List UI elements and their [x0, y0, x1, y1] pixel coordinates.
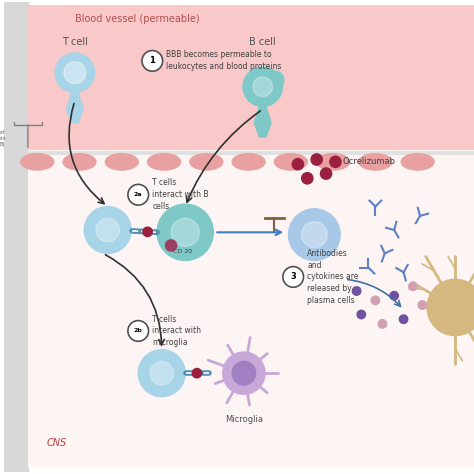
- Circle shape: [128, 320, 148, 341]
- Polygon shape: [66, 92, 83, 123]
- Circle shape: [378, 319, 387, 328]
- Circle shape: [128, 184, 148, 205]
- Ellipse shape: [274, 154, 307, 170]
- Text: Antibodies
and
cytokines are
released by
plasma cells: Antibodies and cytokines are released by…: [307, 249, 359, 305]
- Circle shape: [232, 362, 255, 385]
- Circle shape: [64, 62, 86, 83]
- Bar: [28, 151, 474, 155]
- Ellipse shape: [105, 154, 138, 170]
- Circle shape: [418, 301, 427, 310]
- Circle shape: [390, 292, 398, 300]
- Ellipse shape: [147, 154, 181, 170]
- Circle shape: [138, 350, 185, 397]
- Circle shape: [330, 156, 341, 167]
- Text: 2a: 2a: [134, 192, 143, 197]
- Circle shape: [283, 266, 303, 287]
- Text: 3: 3: [291, 273, 296, 282]
- Circle shape: [143, 227, 152, 237]
- Text: B cell: B cell: [249, 37, 276, 47]
- Circle shape: [427, 279, 474, 336]
- Text: T cell: T cell: [62, 37, 88, 47]
- Circle shape: [352, 287, 361, 295]
- Circle shape: [171, 218, 199, 246]
- Circle shape: [409, 282, 417, 291]
- Circle shape: [55, 53, 94, 92]
- Text: Ocrelizumab: Ocrelizumab: [343, 157, 395, 166]
- Ellipse shape: [21, 154, 54, 170]
- Polygon shape: [254, 107, 271, 137]
- Circle shape: [192, 368, 201, 378]
- Circle shape: [253, 77, 273, 97]
- Ellipse shape: [317, 154, 349, 170]
- Ellipse shape: [63, 154, 96, 170]
- Circle shape: [289, 209, 340, 261]
- Circle shape: [301, 222, 327, 247]
- FancyBboxPatch shape: [28, 150, 474, 467]
- Circle shape: [84, 207, 131, 254]
- Circle shape: [267, 72, 284, 88]
- Circle shape: [223, 352, 265, 394]
- Ellipse shape: [359, 154, 392, 170]
- Circle shape: [357, 310, 365, 319]
- Text: Microglia: Microglia: [225, 415, 263, 424]
- FancyBboxPatch shape: [28, 5, 474, 153]
- Text: T cells
interact with B
cells: T cells interact with B cells: [152, 178, 209, 211]
- Bar: [0, 2, 28, 472]
- Circle shape: [165, 240, 177, 251]
- Circle shape: [292, 159, 303, 170]
- Ellipse shape: [232, 154, 265, 170]
- Ellipse shape: [401, 154, 434, 170]
- Circle shape: [96, 218, 119, 242]
- Text: 2b: 2b: [134, 328, 143, 333]
- Text: CNS: CNS: [46, 438, 67, 448]
- Circle shape: [301, 173, 313, 184]
- Circle shape: [157, 204, 213, 261]
- Circle shape: [399, 315, 408, 323]
- Circle shape: [142, 51, 163, 71]
- Text: 1: 1: [149, 56, 155, 65]
- Text: T cells
interact with
microglia: T cells interact with microglia: [152, 315, 201, 347]
- Circle shape: [243, 67, 283, 107]
- Text: BBB becomes permeable to
leukocytes and blood proteins: BBB becomes permeable to leukocytes and …: [166, 51, 282, 71]
- Circle shape: [371, 296, 380, 305]
- Circle shape: [311, 154, 322, 165]
- Text: Blood vessel (permeable): Blood vessel (permeable): [75, 14, 200, 24]
- Circle shape: [320, 168, 332, 179]
- Text: ed
ain
B): ed ain B): [0, 130, 6, 146]
- Ellipse shape: [190, 154, 223, 170]
- Text: CD 20: CD 20: [173, 249, 192, 255]
- Circle shape: [150, 362, 173, 385]
